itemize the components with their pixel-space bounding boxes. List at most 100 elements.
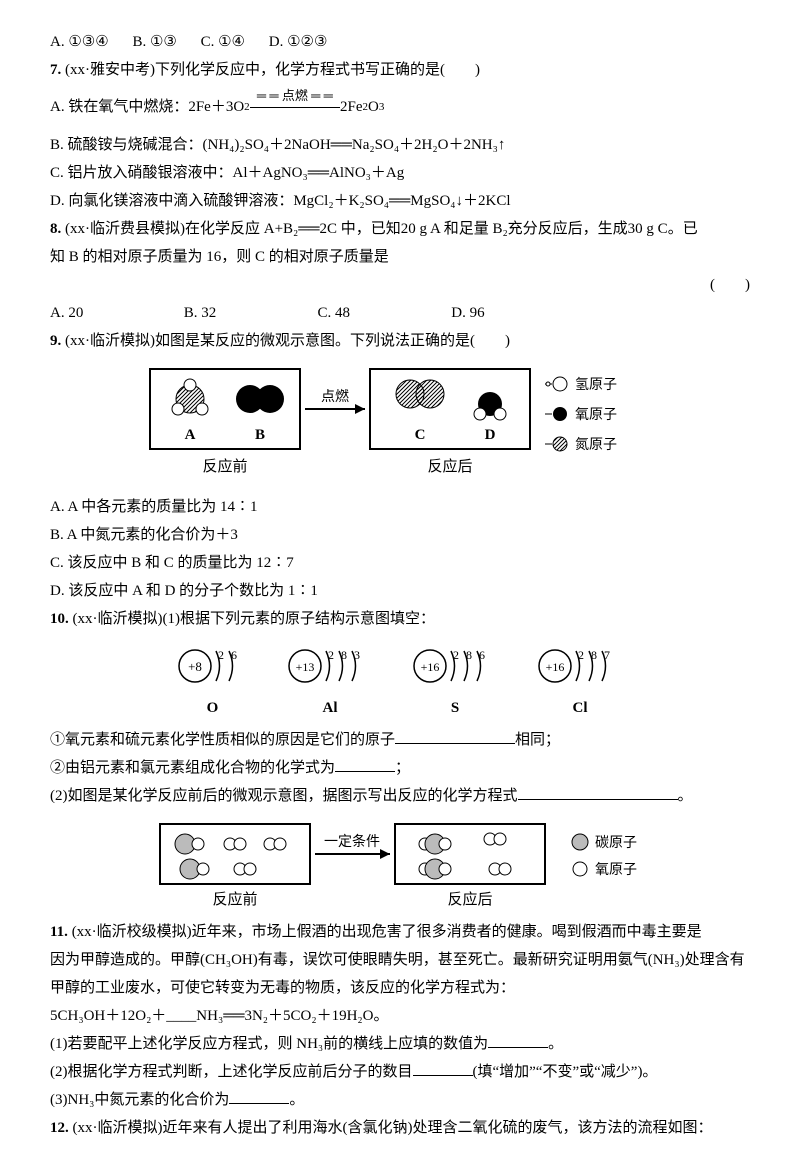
svg-text:B: B (255, 427, 265, 443)
svg-text:反应前: 反应前 (202, 457, 247, 475)
svg-text:6: 6 (479, 648, 485, 662)
q8-stem1: (xx·临沂费县模拟)在化学反应 A+B₂══2C 中，已知20 g A 和足量… (65, 221, 698, 237)
q10-num: 10. (50, 611, 69, 627)
atom-s-label: S (408, 696, 503, 720)
svg-text:氮原子: 氮原子 (575, 437, 617, 453)
atom-o: +8 2 6 O (173, 639, 253, 720)
q10-line1: ①氧元素和硫元素化学性质相似的原因是它们的原子 相同； (50, 728, 750, 752)
q12: 12. (xx·临沂模拟)近年来有人提出了利用海水(含氯化钠)处理含二氧化硫的废… (50, 1116, 750, 1140)
q8-opt-b: B. 32 (184, 301, 314, 325)
q6-opt-c: C. ①④ (201, 30, 245, 54)
svg-text:8: 8 (341, 648, 347, 662)
svg-text:8: 8 (466, 648, 472, 662)
q8: 8. (xx·临沂费县模拟)在化学反应 A+B₂══2C 中，已知20 g A … (50, 217, 750, 241)
q11-stem2: 因为甲醇造成的。甲醇(CH₃OH)有毒，误饮可使眼睛失明，甚至死亡。最新研究证明… (50, 948, 750, 972)
q10-part2b: 。 (678, 788, 693, 804)
q11-eq: 5CH₃OH＋12O₂＋____NH₃══3N₂＋5CO₂＋19H₂O。 (50, 1004, 750, 1028)
svg-text:一定条件: 一定条件 (324, 833, 380, 850)
blank-q11-2 (413, 1061, 473, 1076)
q9: 9. (xx·临沂模拟)如图是某反应的微观示意图。下列说法正确的是( ) (50, 329, 750, 353)
blank-q10-3 (518, 785, 678, 800)
blank-q11-1 (488, 1033, 548, 1048)
svg-text:点燃: 点燃 (321, 388, 349, 405)
q10-line2b: ； (395, 760, 410, 776)
q9-opt-a: A. A 中各元素的质量比为 14∶1 (50, 495, 750, 519)
svg-text:2: 2 (453, 648, 459, 662)
q6-opt-a: A. ①③④ (50, 30, 109, 54)
q10-line2a: ②由铝元素和氯元素组成化合物的化学式为 (50, 760, 335, 776)
q11-p1a: (1)若要配平上述化学反应方程式，则 NH₃前的横线上应填的数值为 (50, 1036, 488, 1052)
svg-text:+16: +16 (420, 660, 439, 674)
q7-a-pre: A. 铁在氧气中燃烧：2Fe＋3O (50, 95, 244, 119)
svg-text:碳原子: 碳原子 (595, 835, 637, 851)
svg-text:C: C (415, 427, 426, 443)
q10-part2: (2)如图是某化学反应前后的微观示意图，据图示写出反应的化学方程式 。 (50, 784, 750, 808)
q10-line1a: ①氧元素和硫元素化学性质相似的原因是它们的原子 (50, 732, 395, 748)
svg-text:反应后: 反应后 (447, 890, 492, 908)
q8-num: 8. (50, 221, 61, 237)
q7-stem: (xx·雅安中考)下列化学反应中，化学方程式书写正确的是( ) (65, 62, 480, 78)
atom-al-label: Al (283, 696, 378, 720)
q10: 10. (xx·临沂模拟)(1)根据下列元素的原子结构示意图填空： (50, 607, 750, 631)
q9-num: 9. (50, 333, 61, 349)
q11-p1b: 。 (548, 1036, 563, 1052)
atom-al: +13 2 8 3 Al (283, 639, 378, 720)
q8-opt-c: C. 48 (318, 301, 448, 325)
q6-opt-d: D. ①②③ (269, 30, 328, 54)
q11-p3b: 。 (289, 1092, 304, 1108)
q8-paren: ( ) (50, 273, 750, 297)
svg-text:氢原子: 氢原子 (575, 377, 617, 393)
q10-atoms: +8 2 6 O +13 2 8 3 Al +16 2 8 (50, 639, 750, 720)
q8-options: A. 20 B. 32 C. 48 D. 96 (50, 301, 750, 325)
q11-p2a: (2)根据化学方程式判断，上述化学反应前后分子的数目 (50, 1064, 413, 1080)
q7-opt-c: C. 铝片放入硝酸银溶液中：Al＋AgNO₃══AlNO₃＋Ag (50, 161, 750, 185)
svg-text:+8: +8 (188, 659, 202, 674)
q6-opt-b: B. ①③ (132, 30, 176, 54)
svg-text:+13: +13 (295, 660, 314, 674)
q10-diagram2: 反应前 一定条件 反应后 碳原子 氧原子 (50, 814, 750, 914)
q11-p1: (1)若要配平上述化学反应方程式，则 NH₃前的横线上应填的数值为 。 (50, 1032, 750, 1056)
q6-options: A. ①③④ B. ①③ C. ①④ D. ①②③ (50, 30, 750, 54)
svg-text:6: 6 (231, 648, 237, 662)
q11-stem1: (xx·临沂校级模拟)近年来，市场上假酒的出现危害了很多消费者的健康。喝到假酒而… (72, 924, 702, 940)
atom-o-label: O (173, 696, 253, 720)
atom-cl: +16 2 8 7 Cl (533, 639, 628, 720)
svg-text:反应前: 反应前 (212, 890, 257, 908)
q11: 11. (xx·临沂校级模拟)近年来，市场上假酒的出现危害了很多消费者的健康。喝… (50, 920, 750, 944)
q11-stem3: 甲醇的工业废水，可使它转变为无毒的物质，该反应的化学方程式为： (50, 976, 750, 1000)
svg-text:8: 8 (591, 648, 597, 662)
svg-text:D: D (485, 427, 496, 443)
atom-s: +16 2 8 6 S (408, 639, 503, 720)
svg-text:A: A (185, 427, 196, 443)
svg-text:3: 3 (354, 648, 360, 662)
q7-opt-b: B. 硫酸铵与烧碱混合：(NH₄)₂SO₄＋2NaOH══Na₂SO₄＋2H₂O… (50, 133, 750, 157)
q12-num: 12. (50, 1120, 69, 1136)
q7-a-post: 2Fe (340, 95, 363, 119)
q11-p2: (2)根据化学方程式判断，上述化学反应前后分子的数目(填“增加”“不变”或“减少… (50, 1060, 750, 1084)
svg-text:2: 2 (578, 648, 584, 662)
q8-opt-a: A. 20 (50, 301, 180, 325)
q11-p3: (3)NH₃中氮元素的化合价为 。 (50, 1088, 750, 1112)
q7-opt-a: A. 铁在氧气中燃烧：2Fe＋3O2 ═ ═ 点燃 ═ ═ 2Fe2O3 (50, 86, 750, 129)
q10-stem: (xx·临沂模拟)(1)根据下列元素的原子结构示意图填空： (73, 611, 435, 627)
q9-diagram: A B 反应前 点燃 C D 反应后 氢原子 氧原子 氮原子 (50, 359, 750, 489)
blank-q10-1 (395, 729, 515, 744)
q10-line1b: 相同； (515, 732, 560, 748)
svg-text:7: 7 (604, 648, 610, 662)
q11-p3a: (3)NH₃中氮元素的化合价为 (50, 1092, 229, 1108)
svg-text:氧原子: 氧原子 (575, 407, 617, 423)
q9-opt-d: D. 该反应中 A 和 D 的分子个数比为 1∶1 (50, 579, 750, 603)
q9-opt-c: C. 该反应中 B 和 C 的质量比为 12∶7 (50, 551, 750, 575)
q10-line2: ②由铝元素和氯元素组成化合物的化学式为 ； (50, 756, 750, 780)
svg-text:氧原子: 氧原子 (595, 862, 637, 878)
q8-stem2: 知 B 的相对原子质量为 16，则 C 的相对原子质量是 (50, 245, 750, 269)
q7-num: 7. (50, 62, 61, 78)
q7-a-cond: ═ ═ 点燃 ═ ═ (250, 86, 340, 129)
svg-text:反应后: 反应后 (427, 457, 472, 475)
q8-opt-d: D. 96 (451, 301, 581, 325)
q12-stem: (xx·临沂模拟)近年来有人提出了利用海水(含氯化钠)处理含二氧化硫的废气，该方… (73, 1120, 713, 1136)
q10-part2a: (2)如图是某化学反应前后的微观示意图，据图示写出反应的化学方程式 (50, 788, 518, 804)
q9-opt-b: B. A 中氮元素的化合价为＋3 (50, 523, 750, 547)
q11-num: 11. (50, 924, 68, 940)
atom-cl-label: Cl (533, 696, 628, 720)
